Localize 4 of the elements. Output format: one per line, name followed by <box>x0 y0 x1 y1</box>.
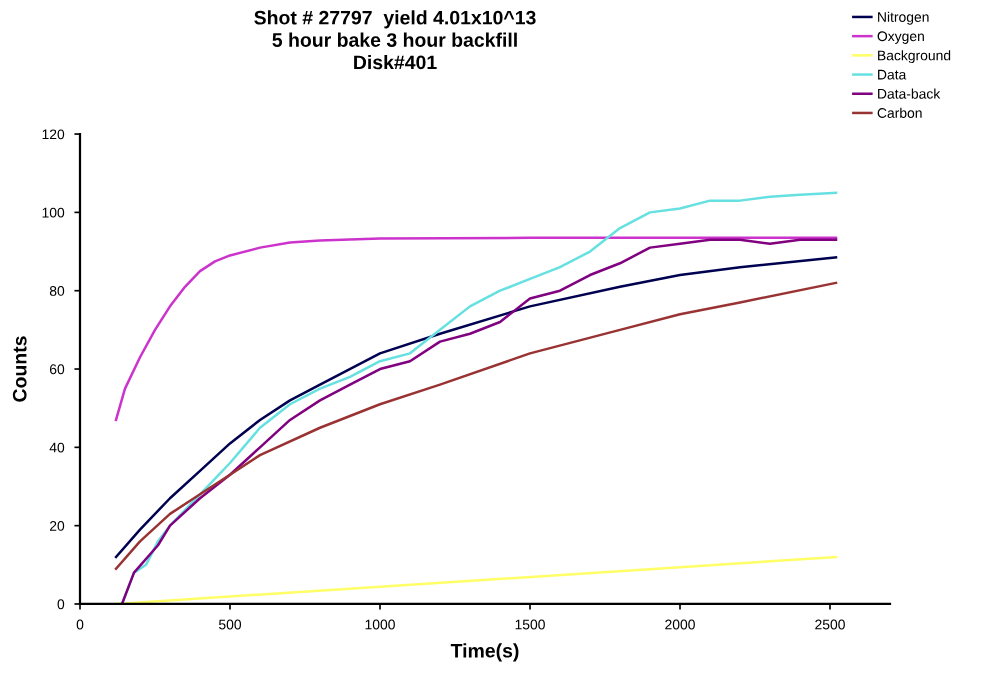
x-axis-title: Time(s) <box>450 643 519 662</box>
y-axis-title: Counts <box>12 336 27 402</box>
chart-title: Shot # 27797 yield 4.01x10^13 5 hour bake 3 hour backfill Disk#401 <box>254 10 536 70</box>
line-series <box>114 236 838 422</box>
